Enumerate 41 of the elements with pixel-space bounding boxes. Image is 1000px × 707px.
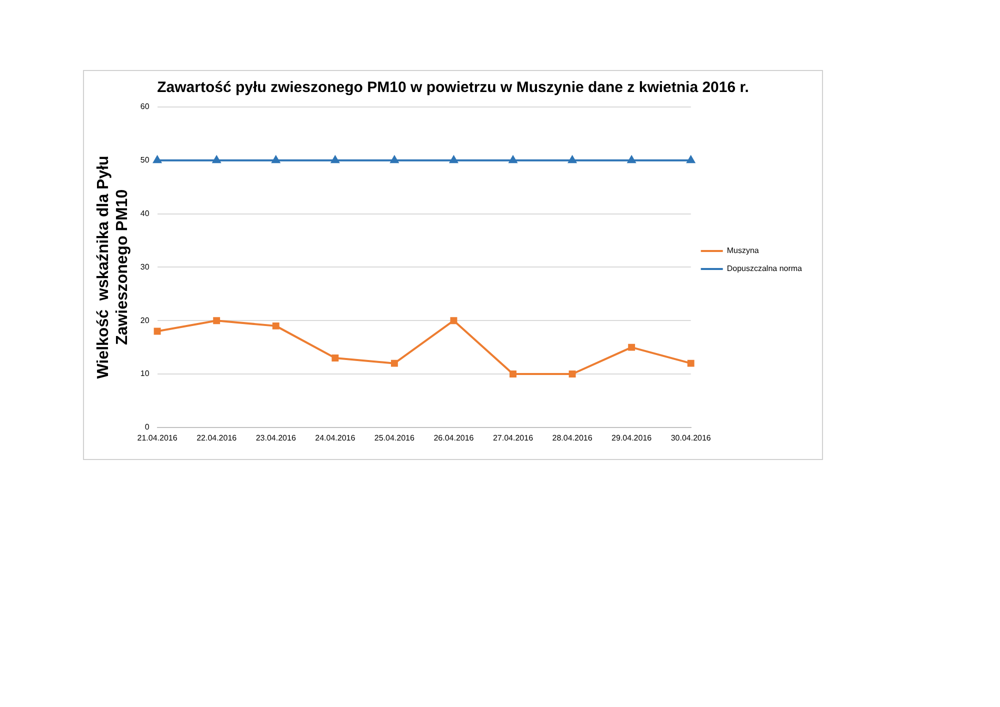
x-tick-label: 25.04.2016 bbox=[374, 433, 415, 442]
y-axis-title: Wielkość wskaźnika dla Pyłu Zawieszonego PM10 bbox=[95, 156, 132, 379]
x-tick-label: 28.04.2016 bbox=[552, 433, 593, 442]
point bbox=[568, 370, 576, 378]
point bbox=[272, 322, 280, 330]
point bbox=[508, 156, 518, 164]
y-tick-label: 10 bbox=[140, 369, 150, 378]
point bbox=[390, 156, 398, 164]
point bbox=[628, 156, 636, 164]
point bbox=[331, 156, 340, 164]
x-tick-label: 23.04.2016 bbox=[256, 433, 296, 442]
y-tick-label: 30 bbox=[140, 262, 150, 272]
x-tick-label: 27.04.2016 bbox=[492, 433, 534, 442]
point bbox=[687, 360, 694, 367]
x-tick-label: 29.04.2016 bbox=[612, 433, 652, 442]
y-tick-label: 50 bbox=[140, 156, 150, 165]
x-tick-label: 30.04.2016 bbox=[670, 433, 712, 442]
x-tick-label: 24.04.2016 bbox=[315, 433, 356, 442]
point bbox=[213, 317, 220, 324]
point bbox=[686, 156, 695, 164]
point bbox=[568, 156, 576, 164]
point bbox=[450, 156, 458, 164]
y-tick-label: 40 bbox=[140, 209, 150, 218]
point bbox=[332, 354, 339, 362]
point bbox=[153, 156, 162, 164]
x-tick-label: 26.04.2016 bbox=[434, 433, 474, 442]
x-tick-label: 22.04.2016 bbox=[196, 433, 238, 442]
y-tick-label: 0 bbox=[144, 422, 150, 432]
point bbox=[390, 360, 398, 367]
point bbox=[628, 344, 636, 351]
y-tick-label: 20 bbox=[140, 316, 150, 325]
point bbox=[154, 328, 161, 335]
point bbox=[212, 156, 221, 164]
x-tick-label: 21.04.2016 bbox=[137, 433, 178, 442]
chart-title: Zawartość pyłu zwieszonego PM10 w powietrzu w Muszynie dane z kwietnia 2016 r. bbox=[157, 79, 749, 96]
legend-label: Dopuszczalna norma bbox=[726, 264, 803, 274]
y-tick-label: 60 bbox=[140, 102, 150, 112]
point bbox=[272, 156, 280, 164]
point bbox=[450, 317, 458, 324]
legend-label: Muszyna bbox=[726, 246, 760, 256]
point bbox=[510, 370, 516, 378]
